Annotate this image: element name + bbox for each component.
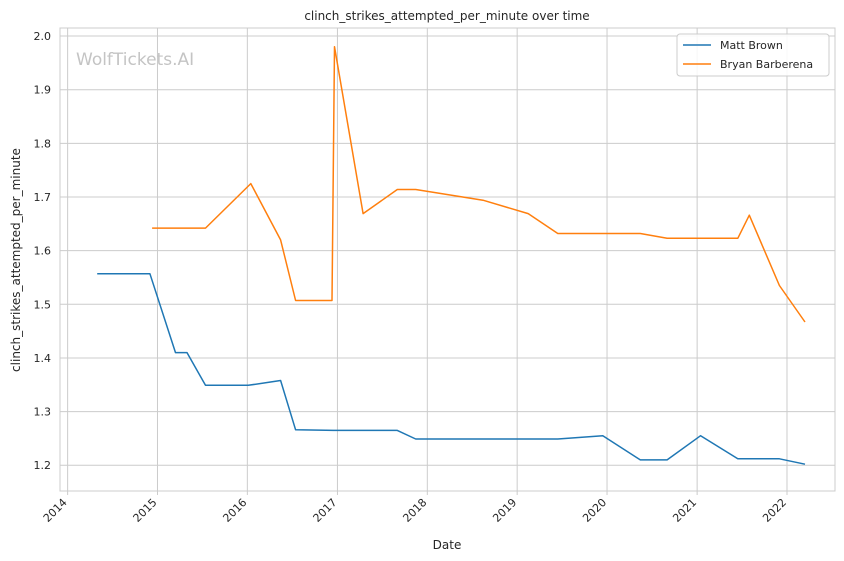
y-tick-label: 1.4: [34, 352, 52, 365]
y-tick-label: 1.6: [34, 245, 52, 258]
series-line-bryan-barberena: [152, 46, 806, 323]
y-tick-label: 2.0: [34, 30, 52, 43]
y-tick-label: 1.8: [34, 137, 52, 150]
y-axis-ticks: 1.2 1.3 1.4 1.5 1.6 1.7 1.8 1.9 2.0: [34, 30, 52, 472]
series-line-matt-brown: [97, 272, 806, 465]
watermark: WolfTickets.AI: [76, 50, 194, 70]
legend-label-matt-brown: Matt Brown: [720, 39, 783, 52]
y-tick-label: 1.2: [34, 459, 52, 472]
y-tick-label: 1.9: [34, 84, 52, 97]
y-tick-label: 1.7: [34, 191, 52, 204]
legend: Matt Brown Bryan Barberena: [676, 33, 830, 77]
chart-title: clinch_strikes_attempted_per_minute over…: [304, 9, 589, 23]
x-axis-label: Date: [433, 538, 462, 552]
y-tick-label: 1.5: [34, 298, 52, 311]
plot-area: [59, 27, 836, 492]
legend-label-bryan-barberena: Bryan Barberena: [720, 58, 813, 71]
y-axis-label: clinch_strikes_attempted_per_minute: [9, 148, 23, 372]
legend-box: [676, 33, 830, 77]
y-tick-label: 1.3: [34, 406, 52, 419]
series-lines: [97, 46, 806, 465]
